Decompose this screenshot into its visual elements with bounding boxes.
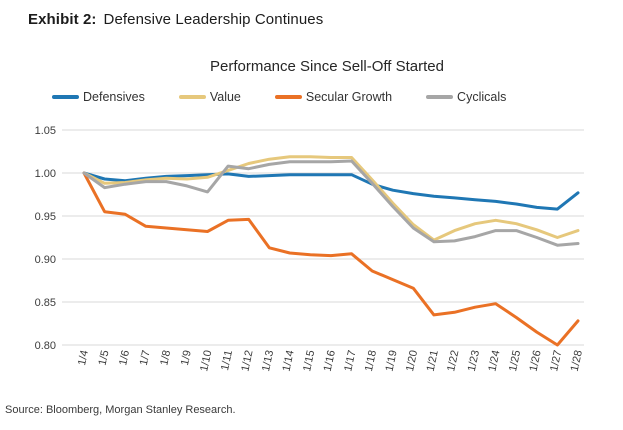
- legend-label-value: Value: [209, 90, 241, 104]
- x-tick-label: 1/21: [425, 349, 441, 372]
- legend-item-defensives: Defensives: [52, 90, 145, 104]
- x-tick-label: 1/12: [239, 349, 255, 372]
- legend-item-secular-growth: Secular Growth: [274, 90, 393, 104]
- x-tick-label: 1/7: [138, 349, 153, 366]
- x-tick-label: 1/18: [363, 349, 379, 372]
- x-tick-label: 1/24: [486, 349, 502, 372]
- legend-swatch-value: [178, 95, 206, 99]
- legend-label-defensives: Defensives: [83, 90, 145, 104]
- source-note: Source: Bloomberg, Morgan Stanley Resear…: [5, 404, 236, 416]
- y-tick-label: 0.80: [35, 340, 56, 352]
- x-tick-label: 1/19: [384, 349, 400, 372]
- legend-swatch-cyclicals: [426, 95, 454, 99]
- exhibit-header-title: Defensive Leadership Continues: [103, 11, 324, 28]
- series-line-secular-growth: [82, 171, 580, 347]
- legend-swatch-secular-growth: [274, 95, 302, 99]
- y-tick-label: 0.95: [35, 211, 56, 223]
- x-tick-label: 1/26: [528, 349, 544, 372]
- series-line-cyclicals: [82, 159, 580, 247]
- y-tick-label: 0.90: [35, 254, 56, 266]
- legend-label-secular-growth: Secular Growth: [305, 90, 393, 104]
- x-tick-label: 1/27: [548, 349, 564, 372]
- x-tick-label: 1/28: [569, 349, 585, 372]
- y-tick-labels: 1.05 1.00 0.95 0.90 0.85 0.80: [35, 125, 56, 352]
- chart-title: Performance Since Sell-Off Started: [210, 58, 444, 75]
- x-tick-label: 1/16: [322, 349, 338, 372]
- y-gridlines: [62, 129, 584, 346]
- x-tick-label: 1/22: [445, 349, 461, 372]
- x-tick-label: 1/13: [260, 349, 276, 372]
- x-tick-label: 1/5: [97, 349, 112, 366]
- legend-item-cyclicals: Cyclicals: [426, 90, 506, 104]
- legend-item-value: Value: [178, 90, 241, 104]
- exhibit-label: Exhibit 2:: [28, 11, 97, 28]
- legend-label-cyclicals: Cyclicals: [457, 90, 507, 104]
- x-tick-label: 1/15: [301, 349, 317, 372]
- series-line-value: [82, 155, 580, 242]
- x-tick-label: 1/20: [404, 349, 420, 372]
- exhibit-header: Exhibit 2: Defensive Leadership Continues: [28, 11, 323, 28]
- x-tick-label: 1/11: [219, 349, 235, 372]
- x-tick-label: 1/9: [179, 349, 194, 366]
- x-tick-labels: 1/4 1/5 1/6 1/7 1/8 1/9 1/10 1/11 1/12 1/13 1/14 1/…: [76, 349, 585, 372]
- x-tick-label: 1/25: [507, 349, 523, 372]
- line-chart: 1.05 1.00 0.95 0.90 0.85 0.80 1/4 1/5 1/6 1/7 1/8 1…: [35, 125, 585, 373]
- x-tick-label: 1/23: [466, 349, 482, 372]
- legend-swatch-defensives: [52, 95, 79, 99]
- x-tick-label: 1/8: [158, 349, 173, 366]
- series-line-defensives: [82, 171, 580, 211]
- x-tick-label: 1/10: [198, 349, 214, 372]
- legend: Defensives Value Secular Growth Cyclicals: [52, 90, 506, 104]
- y-tick-label: 1.00: [35, 168, 56, 180]
- x-tick-label: 1/6: [117, 349, 132, 366]
- x-tick-label: 1/4: [76, 349, 91, 366]
- y-tick-label: 0.85: [35, 297, 56, 309]
- y-tick-label: 1.05: [35, 125, 56, 137]
- x-tick-label: 1/14: [281, 349, 297, 372]
- x-tick-label: 1/17: [342, 349, 358, 372]
